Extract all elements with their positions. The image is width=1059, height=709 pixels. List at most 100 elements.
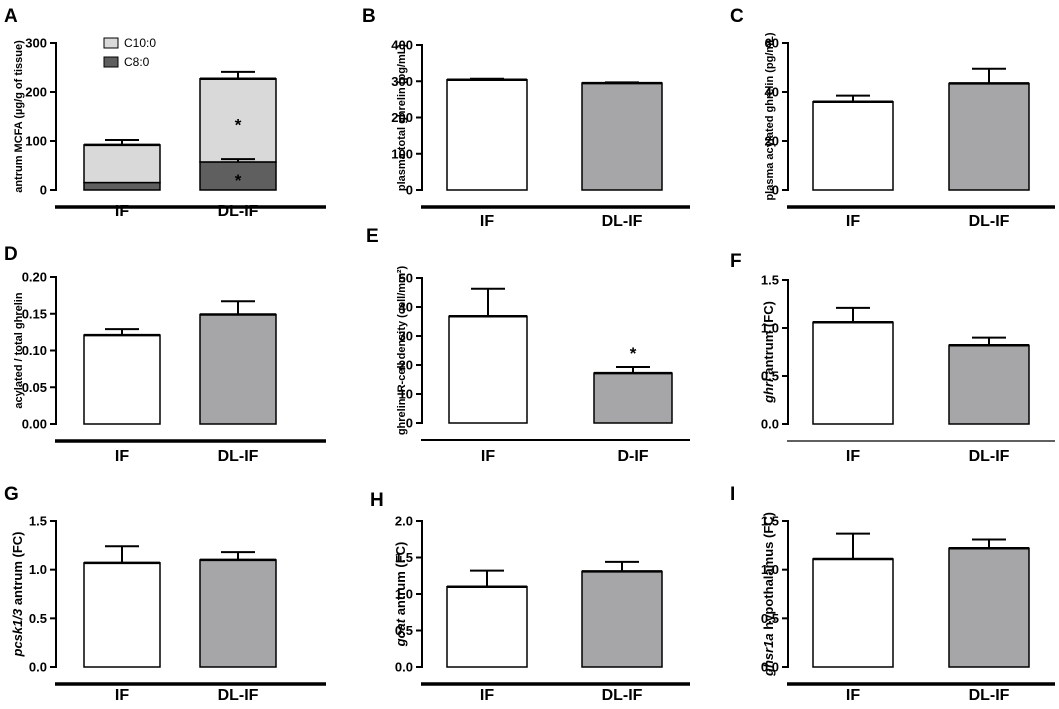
- y-axis-label: ghrl antrum (FC): [761, 301, 776, 404]
- y-tick-label: 30: [399, 329, 413, 344]
- x-category-label: DL-IF: [602, 213, 643, 230]
- y-axis-label-gene: goat: [393, 618, 408, 647]
- y-axis-label: plasma total ghrelin (pg/mL): [396, 44, 408, 192]
- bar-dl-if: [581, 570, 663, 668]
- x-category-label: IF: [846, 213, 860, 230]
- y-tick-label: 2.0: [395, 514, 413, 529]
- y-tick-label: 20: [399, 358, 413, 373]
- y-axis-label-gene: ghsr1a: [761, 633, 776, 677]
- y-tick-label: 60: [765, 36, 779, 51]
- y-tick-label: 200: [391, 110, 413, 125]
- x-category-label: IF: [846, 448, 860, 465]
- panel-d: D 0.00 0.05 0.10 0.15 0.20 acylated / total gh…: [4, 244, 326, 465]
- panel-h: H 0.0 0.5 1.0 1.5 2.0 goat antrum (FC) IF DL-IF: [370, 490, 690, 704]
- y-tick-label: 50: [399, 271, 413, 286]
- y-tick-label: 10: [399, 387, 413, 402]
- legend-label: C10:0: [124, 36, 156, 50]
- panel-label: A: [4, 6, 18, 27]
- x-category-label: IF: [115, 448, 129, 465]
- x-category-label: DL-IF: [602, 687, 643, 704]
- bar-if: [446, 585, 528, 668]
- y-tick-label: 0.00: [22, 417, 47, 432]
- y-tick-label: 0.5: [761, 611, 779, 626]
- bar-if: [812, 558, 894, 668]
- x-category-label: IF: [481, 448, 495, 465]
- x-category-label: IF: [846, 687, 860, 704]
- y-tick-label: 100: [25, 134, 47, 149]
- panel-label: G: [4, 484, 19, 505]
- y-tick-label: 100: [391, 146, 413, 161]
- bar-dl-if: [199, 559, 277, 668]
- panel-label: I: [730, 484, 735, 505]
- panel-label: D: [4, 244, 18, 265]
- y-axis-label-gene: pcsk1/3: [10, 608, 25, 657]
- y-tick-label: 0: [40, 183, 47, 198]
- y-tick-label: 0.5: [761, 369, 779, 384]
- bar-dl-if: [948, 547, 1030, 668]
- y-tick-label: 0.0: [761, 660, 779, 675]
- bar-if: [83, 562, 161, 668]
- x-category-label: DL-IF: [218, 448, 259, 465]
- y-axis-label: pcsk1/3 antrum (FC): [10, 532, 25, 658]
- y-tick-label: 1.0: [395, 587, 413, 602]
- y-axis-label: ghrelin IR-cell density (cell/mm²): [396, 266, 408, 436]
- y-tick-label: 0.0: [29, 660, 47, 675]
- y-tick-label: 0.0: [395, 660, 413, 675]
- panel-label: F: [730, 251, 742, 272]
- bar-if: [812, 321, 894, 425]
- y-axis-label: antrum MCFA (µg/g of tissue): [13, 40, 25, 193]
- y-tick-label: 1.5: [761, 514, 779, 529]
- y-tick-label: 1.5: [29, 514, 47, 529]
- y-axis-label: acylated / total ghrelin: [13, 292, 25, 408]
- x-category-label: D-IF: [617, 448, 648, 465]
- bar-d-if: [593, 372, 673, 424]
- y-tick-label: 1.0: [29, 562, 47, 577]
- bar-if: [446, 79, 528, 191]
- y-axis-label: ghsr1a hypothalamus (FC): [761, 512, 776, 677]
- panel-g: G 0.0 0.5 1.0 1.5 pcsk1/3 antrum (FC) IF DL-IF: [4, 484, 326, 704]
- y-tick-label: 400: [391, 38, 413, 53]
- panel-label: C: [730, 6, 744, 27]
- y-axis-label-gene: ghrl: [761, 378, 776, 404]
- x-category-label: DL-IF: [218, 687, 259, 704]
- panel-label: B: [362, 6, 376, 27]
- y-tick-label: 0.20: [22, 270, 47, 285]
- bar-dl-if: [199, 313, 277, 425]
- significance-marker: *: [235, 171, 242, 190]
- y-tick-label: 0: [406, 183, 413, 198]
- y-axis-label-text: antrum (FC): [10, 532, 25, 609]
- y-tick-label: 1.0: [761, 321, 779, 336]
- x-category-label: IF: [115, 203, 129, 220]
- y-tick-label: 0.10: [22, 343, 47, 358]
- panel-label: E: [366, 226, 379, 247]
- x-category-label: DL-IF: [969, 687, 1010, 704]
- y-tick-label: 0.5: [29, 611, 47, 626]
- bar-c8-segment: [199, 161, 277, 191]
- y-axis-label-text: antrum (FC): [393, 542, 408, 619]
- bar-if: [448, 315, 528, 424]
- legend-swatch-c10: [103, 37, 119, 49]
- legend: C10:0 C8:0: [103, 36, 156, 69]
- y-tick-label: 40: [765, 85, 779, 100]
- x-category-label: DL-IF: [969, 448, 1010, 465]
- legend-label: C8:0: [124, 55, 150, 69]
- y-tick-label: 1.5: [761, 273, 779, 288]
- bar-dl-if: [948, 344, 1030, 425]
- x-category-label: IF: [480, 213, 494, 230]
- x-category-label: DL-IF: [969, 213, 1010, 230]
- significance-marker: *: [235, 115, 242, 134]
- y-axis-label: goat antrum (FC): [393, 542, 408, 648]
- x-category-label: DL-IF: [218, 203, 259, 220]
- y-tick-label: 0: [772, 183, 779, 198]
- y-axis-label-text: hypothalamus (FC): [761, 512, 776, 633]
- y-tick-label: 300: [25, 36, 47, 51]
- y-tick-label: 200: [25, 85, 47, 100]
- bar-c10-segment: [199, 78, 277, 163]
- x-category-label: IF: [480, 687, 494, 704]
